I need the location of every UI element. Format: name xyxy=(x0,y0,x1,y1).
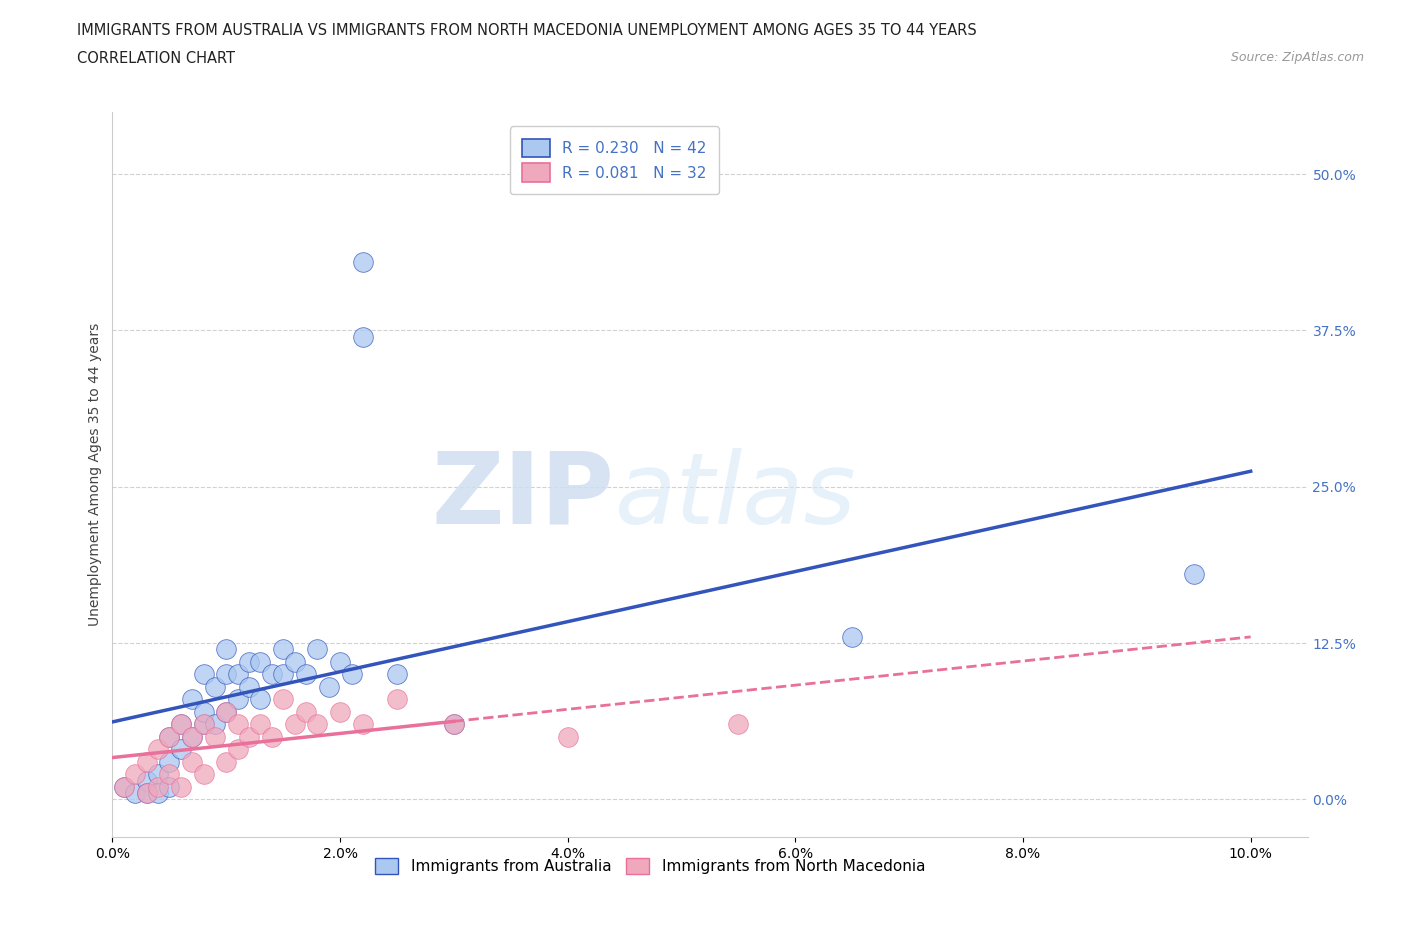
Point xyxy=(204,717,226,732)
Point xyxy=(181,729,204,744)
Point xyxy=(135,786,157,801)
Point xyxy=(271,692,294,707)
Point xyxy=(443,717,465,732)
Point xyxy=(215,754,238,769)
Legend: Immigrants from Australia, Immigrants from North Macedonia: Immigrants from Australia, Immigrants fr… xyxy=(370,852,931,880)
Point xyxy=(727,717,749,732)
Point xyxy=(181,692,204,707)
Point xyxy=(146,779,169,794)
Point xyxy=(284,717,307,732)
Point xyxy=(443,717,465,732)
Point xyxy=(170,779,193,794)
Point xyxy=(352,254,374,269)
Point xyxy=(157,767,180,782)
Point xyxy=(135,754,157,769)
Point xyxy=(124,786,146,801)
Point xyxy=(215,667,238,682)
Point xyxy=(307,717,329,732)
Point xyxy=(329,655,352,670)
Point xyxy=(226,742,249,757)
Text: Source: ZipAtlas.com: Source: ZipAtlas.com xyxy=(1230,51,1364,64)
Point xyxy=(146,767,169,782)
Point xyxy=(181,754,204,769)
Point xyxy=(329,705,352,720)
Point xyxy=(249,717,271,732)
Point xyxy=(157,729,180,744)
Point xyxy=(215,642,238,657)
Point xyxy=(352,717,374,732)
Point xyxy=(385,667,408,682)
Point xyxy=(284,655,307,670)
Point xyxy=(157,729,180,744)
Point xyxy=(124,767,146,782)
Text: IMMIGRANTS FROM AUSTRALIA VS IMMIGRANTS FROM NORTH MACEDONIA UNEMPLOYMENT AMONG : IMMIGRANTS FROM AUSTRALIA VS IMMIGRANTS … xyxy=(77,23,977,38)
Point xyxy=(271,642,294,657)
Point xyxy=(238,729,260,744)
Point xyxy=(841,630,863,644)
Point xyxy=(260,667,283,682)
Point xyxy=(135,786,157,801)
Point xyxy=(260,729,283,744)
Point xyxy=(181,729,204,744)
Point xyxy=(215,705,238,720)
Point xyxy=(307,642,329,657)
Point xyxy=(204,729,226,744)
Point xyxy=(193,717,215,732)
Point xyxy=(226,717,249,732)
Point xyxy=(226,692,249,707)
Point xyxy=(215,705,238,720)
Point xyxy=(135,773,157,788)
Point xyxy=(157,779,180,794)
Text: ZIP: ZIP xyxy=(432,447,614,545)
Point xyxy=(226,667,249,682)
Point xyxy=(146,786,169,801)
Point xyxy=(193,667,215,682)
Y-axis label: Unemployment Among Ages 35 to 44 years: Unemployment Among Ages 35 to 44 years xyxy=(89,323,103,626)
Point xyxy=(112,779,135,794)
Point xyxy=(340,667,363,682)
Point xyxy=(170,742,193,757)
Point xyxy=(295,667,318,682)
Text: atlas: atlas xyxy=(614,447,856,545)
Point xyxy=(557,729,579,744)
Point xyxy=(385,692,408,707)
Point xyxy=(1182,567,1205,582)
Point xyxy=(318,680,340,695)
Point xyxy=(271,667,294,682)
Text: CORRELATION CHART: CORRELATION CHART xyxy=(77,51,235,66)
Point xyxy=(193,717,215,732)
Point xyxy=(295,705,318,720)
Point xyxy=(238,655,260,670)
Point xyxy=(112,779,135,794)
Point xyxy=(193,767,215,782)
Point xyxy=(170,717,193,732)
Point xyxy=(193,705,215,720)
Point xyxy=(352,329,374,344)
Point xyxy=(249,692,271,707)
Point xyxy=(170,717,193,732)
Point xyxy=(146,742,169,757)
Point xyxy=(204,680,226,695)
Point xyxy=(249,655,271,670)
Point xyxy=(157,754,180,769)
Point xyxy=(238,680,260,695)
